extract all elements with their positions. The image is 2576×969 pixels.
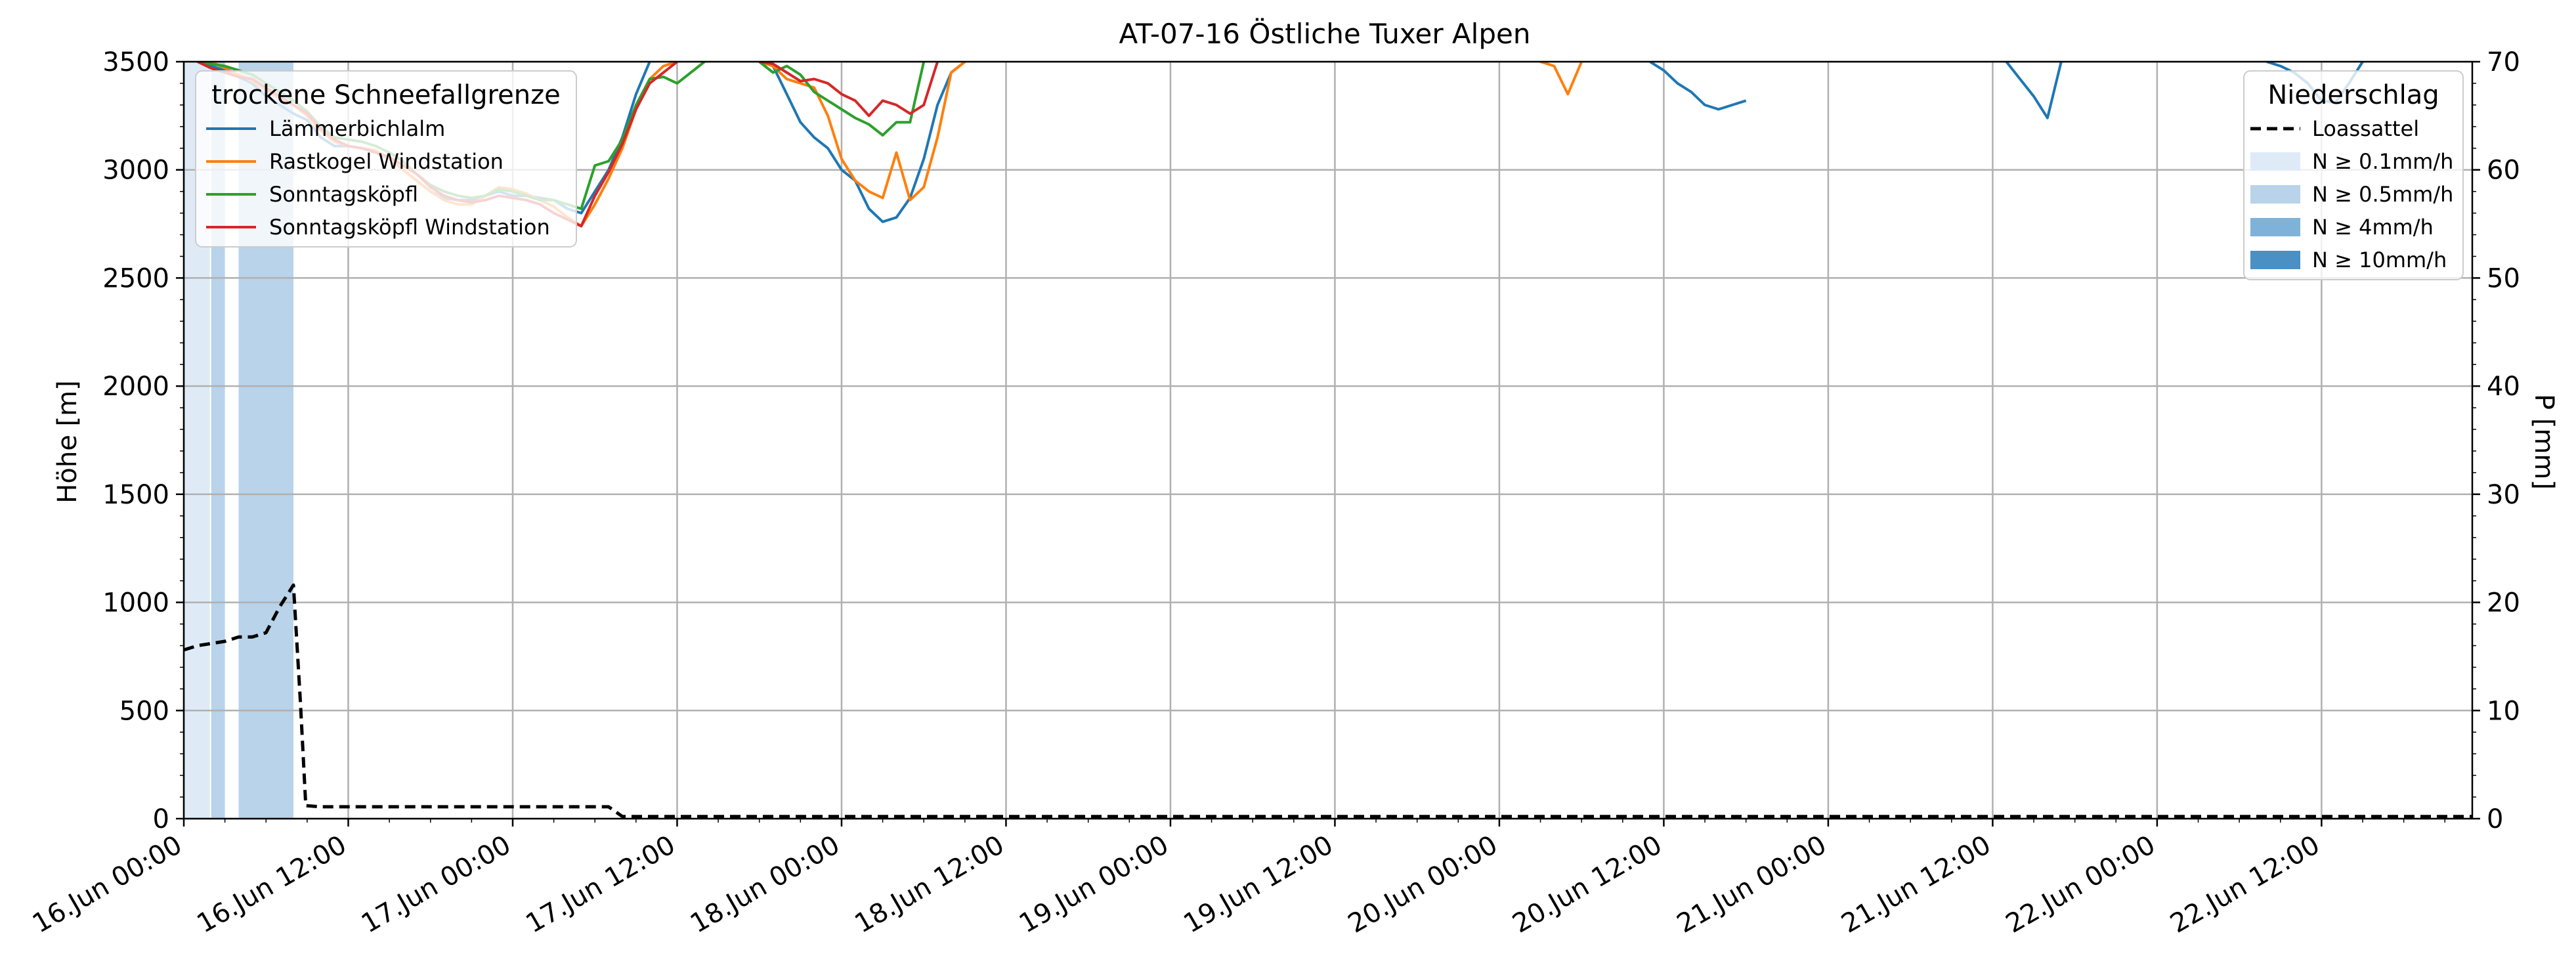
y-right-tick-label-7: 70 bbox=[2487, 47, 2520, 77]
x-tick-label-10: 21.Jun 00:00 bbox=[1672, 830, 1832, 939]
series-line-loassattel bbox=[184, 583, 2472, 819]
y-left-tick-label-0: 0 bbox=[153, 804, 169, 834]
chart-title: AT-07-16 Östliche Tuxer Alpen bbox=[1119, 17, 1531, 50]
legend-swatch-n10 bbox=[2250, 251, 2300, 269]
x-tick-label-6: 19.Jun 00:00 bbox=[1014, 830, 1174, 939]
y-left-tick-label-2: 1000 bbox=[102, 588, 169, 618]
y-right-tick-label-5: 50 bbox=[2487, 263, 2520, 293]
y-axis-left-label: Höhe [m] bbox=[53, 380, 83, 503]
legend-item-loassattel: Loassattel bbox=[2312, 116, 2419, 141]
x-axis: 16.Jun 00:00 16.Jun 12:00 17.Jun 00:00 17.J… bbox=[28, 819, 2446, 939]
legend-item-laemmerbichlalm: Lämmerbichlalm bbox=[269, 116, 445, 141]
x-tick-label-1: 16.Jun 12:00 bbox=[192, 830, 351, 939]
plot-frame bbox=[182, 60, 2474, 820]
legend-snowline-title: trockene Schneefallgrenze bbox=[211, 80, 560, 110]
x-tick-label-3: 17.Jun 12:00 bbox=[521, 830, 680, 939]
x-tick-label-8: 20.Jun 00:00 bbox=[1343, 830, 1503, 939]
y-left-tick-label-1: 500 bbox=[119, 696, 169, 726]
legend-precip-title: Niederschlag bbox=[2267, 80, 2439, 110]
y-left-tick-label-3: 1500 bbox=[102, 480, 169, 510]
legend-item-n01: N ≥ 0.1mm/h bbox=[2312, 149, 2453, 174]
y-left-tick-label-4: 2000 bbox=[102, 372, 169, 402]
legend-swatch-n05 bbox=[2250, 185, 2300, 204]
y-right-tick-label-2: 20 bbox=[2487, 588, 2520, 618]
x-tick-label-7: 19.Jun 12:00 bbox=[1178, 830, 1338, 939]
y-axis-left: 0 500 1000 1500 2000 2500 3000 3500 bbox=[102, 47, 2476, 834]
x-tick-label-4: 18.Jun 00:00 bbox=[685, 830, 845, 939]
y-right-tick-label-4: 40 bbox=[2487, 372, 2520, 402]
legend-swatch-n4 bbox=[2250, 218, 2300, 236]
x-tick-label-2: 17.Jun 00:00 bbox=[356, 830, 516, 939]
y-right-tick-label-3: 30 bbox=[2487, 480, 2520, 510]
y-axis-right-label: P [mm] bbox=[2529, 394, 2559, 490]
legend-item-rastkogel: Rastkogel Windstation bbox=[269, 149, 504, 174]
x-tick-label-9: 20.Jun 12:00 bbox=[1507, 830, 1667, 939]
precip-band-1 bbox=[211, 62, 225, 819]
x-tick-label-11: 21.Jun 12:00 bbox=[1836, 830, 1996, 939]
y-left-tick-label-5: 2500 bbox=[102, 263, 169, 293]
y-right-tick-label-6: 60 bbox=[2487, 156, 2520, 186]
legend-item-n10: N ≥ 10mm/h bbox=[2312, 248, 2447, 272]
legend-precipitation: Niederschlag Loassattel N ≥ 0.1mm/h N ≥ … bbox=[2243, 70, 2464, 280]
x-tick-label-13: 22.Jun 12:00 bbox=[2165, 830, 2325, 939]
y-left-tick-label-6: 3000 bbox=[102, 156, 169, 186]
x-tick-label-5: 18.Jun 12:00 bbox=[849, 830, 1009, 939]
legend-item-n05: N ≥ 0.5mm/h bbox=[2312, 182, 2453, 207]
y-right-tick-label-0: 0 bbox=[2487, 804, 2503, 834]
legend-item-n4: N ≥ 4mm/h bbox=[2312, 215, 2434, 240]
y-left-tick-label-7: 3500 bbox=[102, 47, 169, 77]
y-axis-right: 0 10 20 30 40 50 60 70 bbox=[2472, 47, 2520, 834]
legend-swatch-n01 bbox=[2250, 152, 2300, 171]
x-tick-label-12: 22.Jun 00:00 bbox=[2001, 830, 2160, 939]
y-right-tick-label-1: 10 bbox=[2487, 696, 2520, 726]
x-tick-label-0: 16.Jun 00:00 bbox=[28, 830, 187, 939]
legend-item-sonntagskoepfl: Sonntagsköpfl bbox=[269, 182, 418, 207]
legend-item-sonntagskoepfl-wind: Sonntagsköpfl Windstation bbox=[269, 215, 550, 240]
legend-snowline: trockene Schneefallgrenze Lämmerbichlalm… bbox=[195, 70, 577, 248]
